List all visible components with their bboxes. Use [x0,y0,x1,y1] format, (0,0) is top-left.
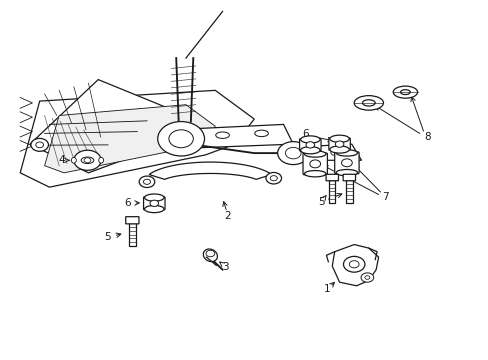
Polygon shape [30,80,185,173]
Polygon shape [149,162,271,179]
Ellipse shape [144,194,163,201]
Ellipse shape [362,100,374,106]
Circle shape [277,141,308,165]
Polygon shape [283,144,361,160]
Ellipse shape [300,147,320,154]
Ellipse shape [300,136,320,143]
Text: 1: 1 [324,284,330,294]
Circle shape [265,172,281,184]
Circle shape [343,256,364,272]
Circle shape [74,150,101,170]
Circle shape [84,158,91,163]
Ellipse shape [71,157,76,163]
Circle shape [305,142,314,148]
Ellipse shape [392,86,417,98]
FancyBboxPatch shape [334,152,358,174]
Circle shape [205,250,214,257]
Ellipse shape [203,249,217,262]
Ellipse shape [144,206,163,213]
Polygon shape [20,90,254,187]
Bar [129,223,136,246]
Ellipse shape [215,132,229,138]
Ellipse shape [304,151,325,157]
Text: 6: 6 [124,198,130,208]
Text: 5: 5 [104,232,111,242]
Circle shape [285,147,301,159]
Polygon shape [44,105,215,173]
Circle shape [306,149,314,155]
Circle shape [168,130,193,148]
Circle shape [360,273,373,282]
Circle shape [348,261,358,268]
Circle shape [341,159,351,167]
Circle shape [364,276,369,279]
FancyBboxPatch shape [343,174,355,181]
FancyBboxPatch shape [303,153,327,175]
Circle shape [330,149,338,155]
Text: 4: 4 [58,155,65,165]
Bar [346,180,352,203]
Ellipse shape [400,90,409,95]
Circle shape [139,176,155,188]
Circle shape [158,122,204,156]
Ellipse shape [81,157,94,163]
Ellipse shape [329,146,348,153]
Ellipse shape [99,157,103,163]
Circle shape [335,141,343,147]
Bar [328,180,335,203]
Circle shape [36,142,43,148]
Circle shape [150,200,158,207]
Circle shape [309,160,320,168]
Ellipse shape [254,130,268,136]
Ellipse shape [335,150,357,156]
Ellipse shape [335,170,357,176]
Ellipse shape [329,135,348,142]
Ellipse shape [304,171,325,177]
Text: 6: 6 [302,129,308,139]
Text: 7: 7 [382,192,388,202]
FancyBboxPatch shape [125,217,139,224]
FancyBboxPatch shape [143,197,164,210]
Text: 8: 8 [423,132,430,142]
Polygon shape [331,244,378,286]
Circle shape [31,138,48,151]
Text: 5: 5 [318,197,324,207]
Polygon shape [171,125,293,148]
Text: 2: 2 [224,211,230,221]
Circle shape [143,179,150,184]
FancyBboxPatch shape [325,174,338,181]
FancyBboxPatch shape [299,139,321,151]
Circle shape [270,176,277,181]
Ellipse shape [353,96,383,110]
FancyBboxPatch shape [328,138,349,150]
Text: 3: 3 [221,262,228,272]
